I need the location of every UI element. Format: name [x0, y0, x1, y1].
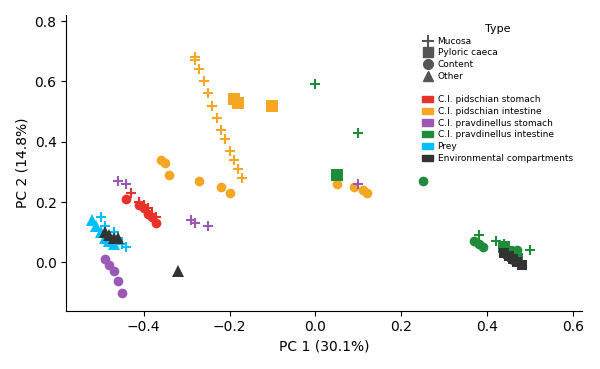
Legend: Mucosa, Pyloric caeca, Content, Other,  , C.l. pidschian stomach, C.l. pidschian: Mucosa, Pyloric caeca, Content, Other, ,… [418, 20, 577, 167]
Y-axis label: PC 2 (14.8%): PC 2 (14.8%) [15, 118, 29, 208]
X-axis label: PC 1 (30.1%): PC 1 (30.1%) [279, 340, 369, 354]
